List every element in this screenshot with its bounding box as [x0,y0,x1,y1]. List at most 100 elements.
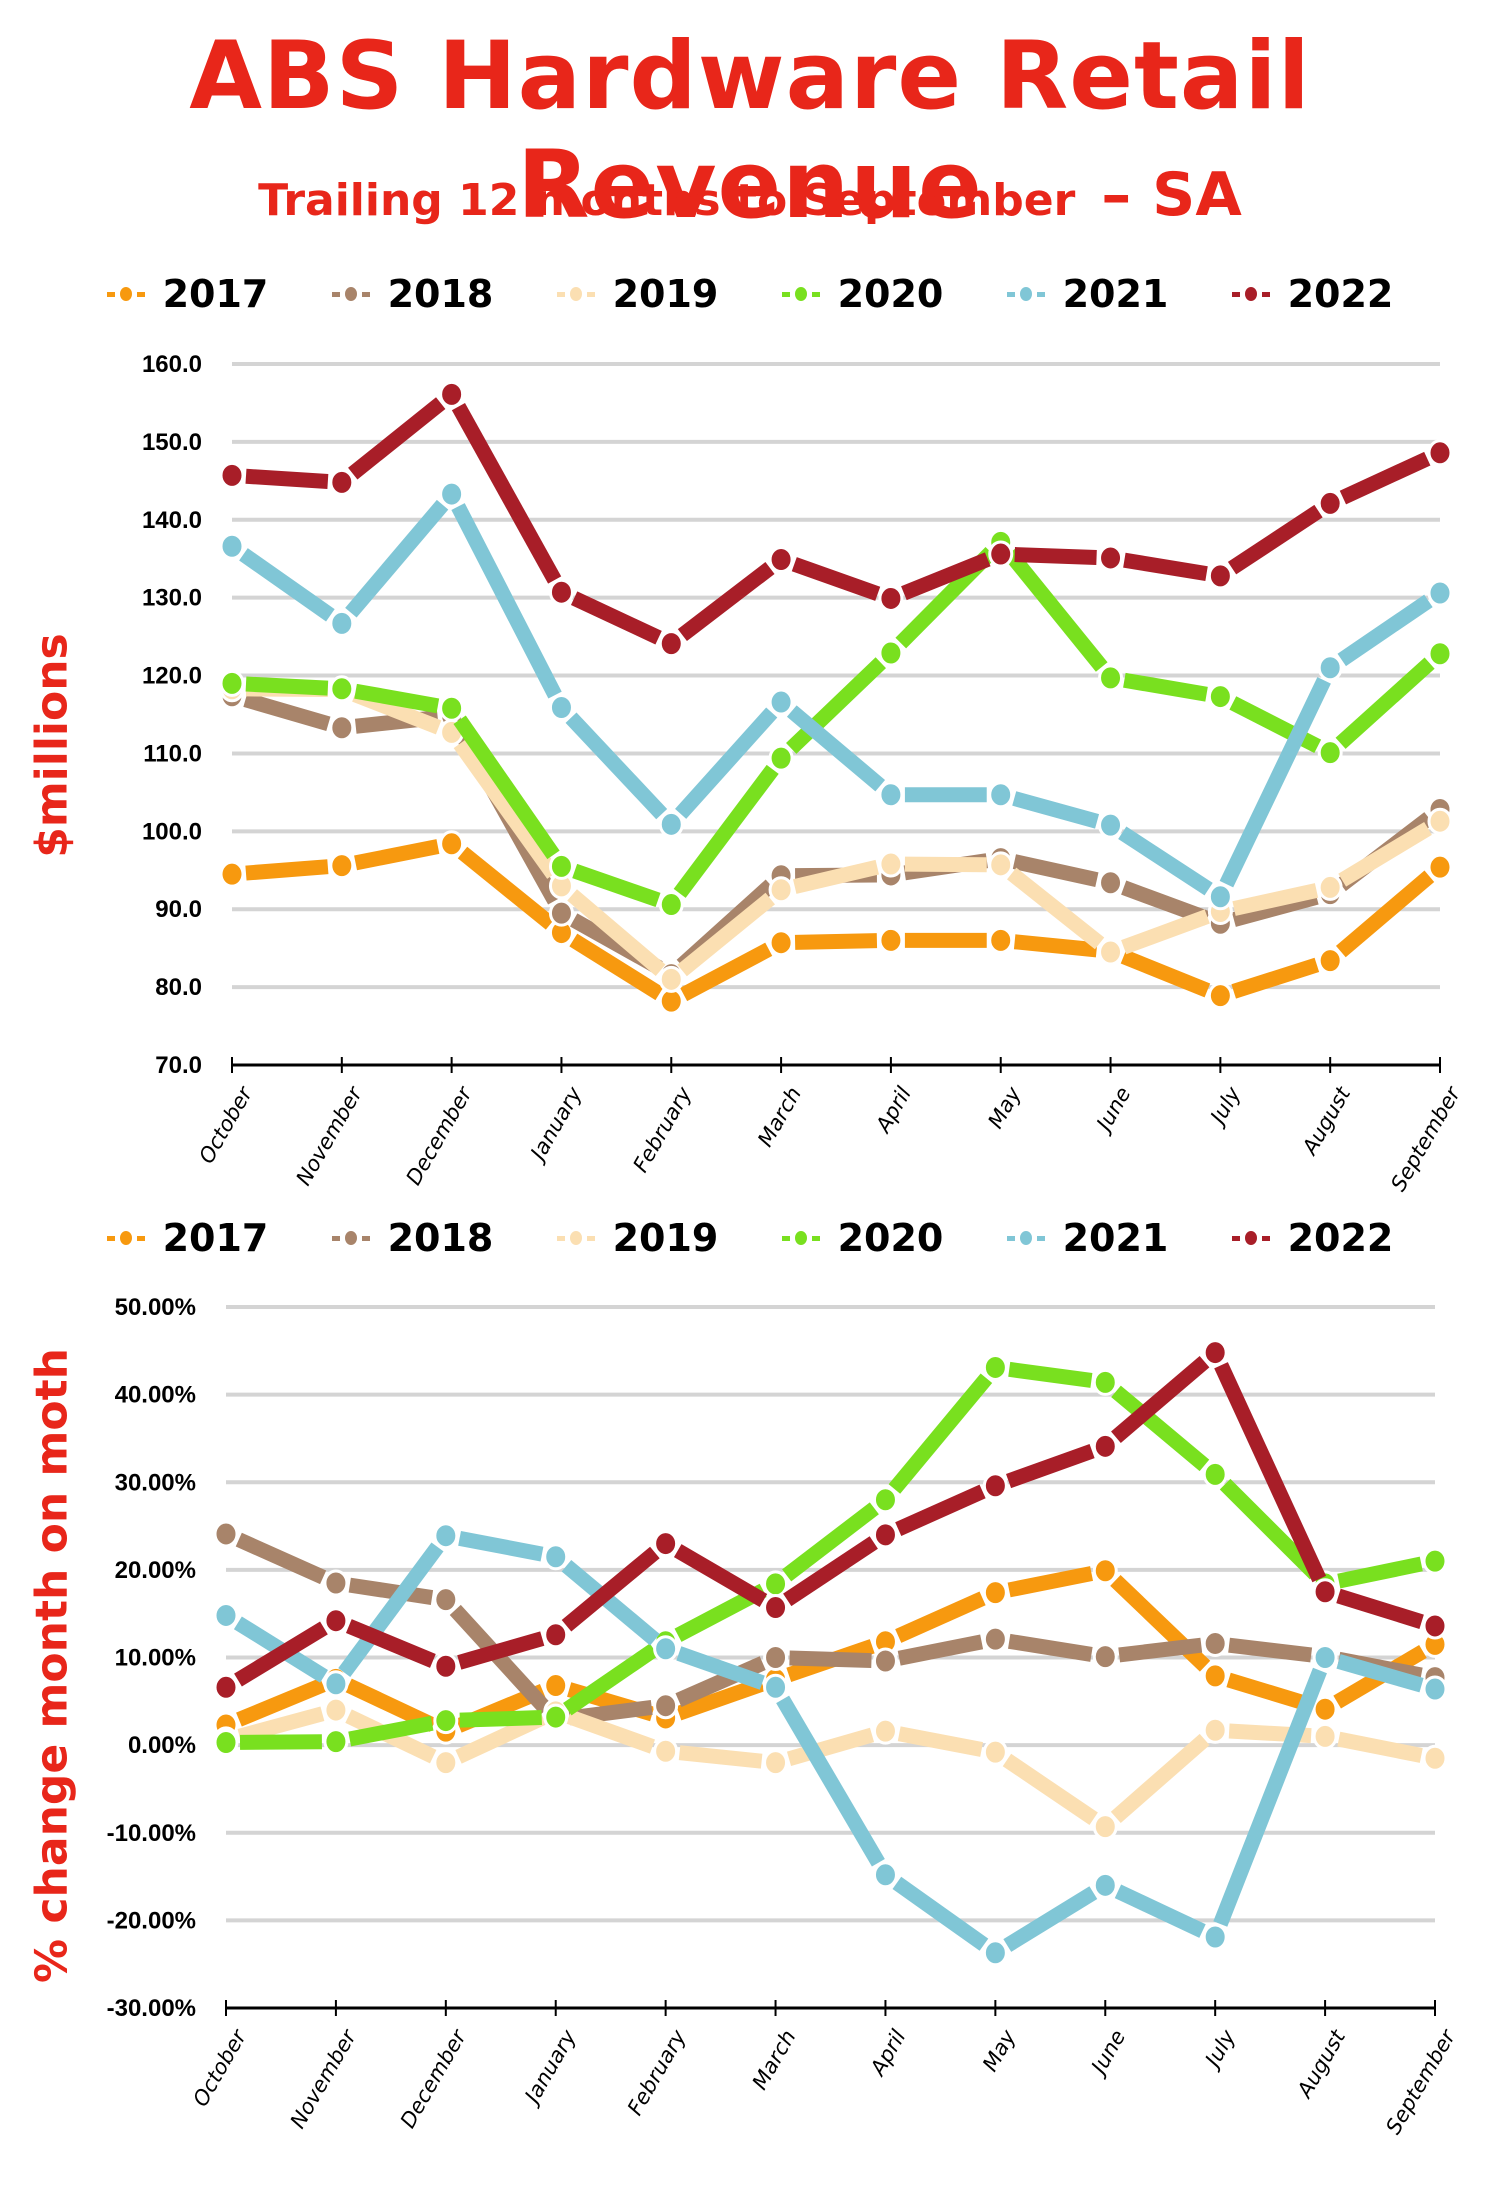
legend-item-2018: 2018 [300,1216,525,1260]
series-segment [1002,1753,1098,1825]
legend-item-2020: 2020 [750,272,975,316]
series-segment [786,657,886,754]
series-segment [793,859,879,894]
series-segment [458,1530,544,1562]
chart-title: ABS Hardware Retail Revenue [189,22,1311,240]
data-point [988,926,1014,954]
series-segment [1008,1361,1093,1388]
data-point [439,380,465,408]
y-tick-label: -30.00% [107,1995,196,2022]
series-segment [1013,934,1098,958]
data-point [548,899,574,927]
series-segment [1110,1733,1210,1824]
data-point [982,1472,1008,1500]
legend-marker-icon [781,282,820,306]
legend-item-2018: 2018 [300,272,525,316]
data-point [329,609,355,637]
x-tick-label: February [623,2025,691,2119]
legend-label: 2018 [387,1216,494,1260]
y-tick-label: 90.0 [155,896,202,923]
data-point [658,810,684,838]
y-tick-label: 50.00% [115,1294,196,1321]
y-tick-label: 70.0 [155,1052,202,1079]
data-point [1098,938,1124,966]
series-segment [1012,791,1100,829]
series-segment [1006,1443,1095,1489]
data-point [878,639,904,667]
data-point [768,744,794,772]
data-point [1092,1432,1118,1460]
data-point [439,480,465,508]
legend-marker-icon [331,282,370,306]
data-point [872,1861,898,1889]
data-point [323,1696,349,1724]
data-point [543,1703,569,1731]
series-segment [348,1577,434,1605]
legend-marker-icon [556,1226,595,1250]
series-segment [1232,883,1319,916]
series-segment [1214,1362,1327,1583]
data-point [653,1530,679,1558]
data-point [982,1579,1008,1607]
series-segment [680,942,773,1002]
legend-marker-icon [1231,282,1270,306]
series-segment [1121,909,1210,955]
series-segment [1111,1385,1210,1472]
series-segment [1007,867,1105,950]
legend-label: 2019 [612,272,719,316]
data-point [1098,811,1124,839]
data-point [878,850,904,878]
series-segment [901,552,991,601]
series-segment [1226,1672,1314,1713]
data-point [1317,947,1343,975]
data-point [878,926,904,954]
data-point [763,1644,789,1671]
data-point [543,1672,569,1700]
legend-label: 2020 [837,1216,944,1260]
data-point [878,584,904,612]
legend-marker-icon [1006,282,1045,306]
series-segment [239,548,335,622]
series-segment [449,1604,552,1715]
data-point [1312,1695,1338,1723]
series-segment [1118,826,1213,896]
series-2021 [213,1522,1448,1967]
data-point [768,546,794,574]
data-point [433,1749,459,1777]
legend-marker-icon [781,1226,820,1250]
data-point [1207,562,1233,590]
data-point [653,1692,679,1720]
series-segment [1219,677,1331,888]
x-tick-label: June [1085,2026,1131,2081]
data-point [1092,1813,1118,1841]
x-tick-label: May [978,2025,1021,2075]
legend-item-2019: 2019 [525,272,750,316]
series-segment [245,468,329,489]
data-point [768,876,794,904]
series-segment [888,1373,993,1494]
series-segment [897,1634,984,1666]
data-point [988,781,1014,809]
data-point [763,1570,789,1598]
data-point [1202,1923,1228,1951]
data-point [988,851,1014,879]
data-point [329,714,355,742]
chart-subtitle: Trailing 12 months to September – SA [0,160,1500,230]
series-segment [677,562,775,642]
series-segment [1213,1667,1327,1927]
legend-item-2017: 2017 [75,1216,300,1260]
x-tick-label: April [865,2026,911,2081]
data-point [219,860,245,888]
legend-item-2021: 2021 [975,272,1200,316]
series-segment [565,712,668,820]
series-2017 [219,830,1453,1015]
series-segment [354,683,440,714]
data-point [872,1521,898,1549]
legend-bottom-chart: 2017 2018 2019 2020 2021 2022 [0,1216,1500,1260]
series-segment [1120,949,1211,998]
x-tick-label: December [396,2025,472,2132]
series-2021 [219,480,1453,911]
series-segment [239,1734,322,1750]
series-segment [776,1695,885,1867]
series-segment [1123,552,1208,582]
